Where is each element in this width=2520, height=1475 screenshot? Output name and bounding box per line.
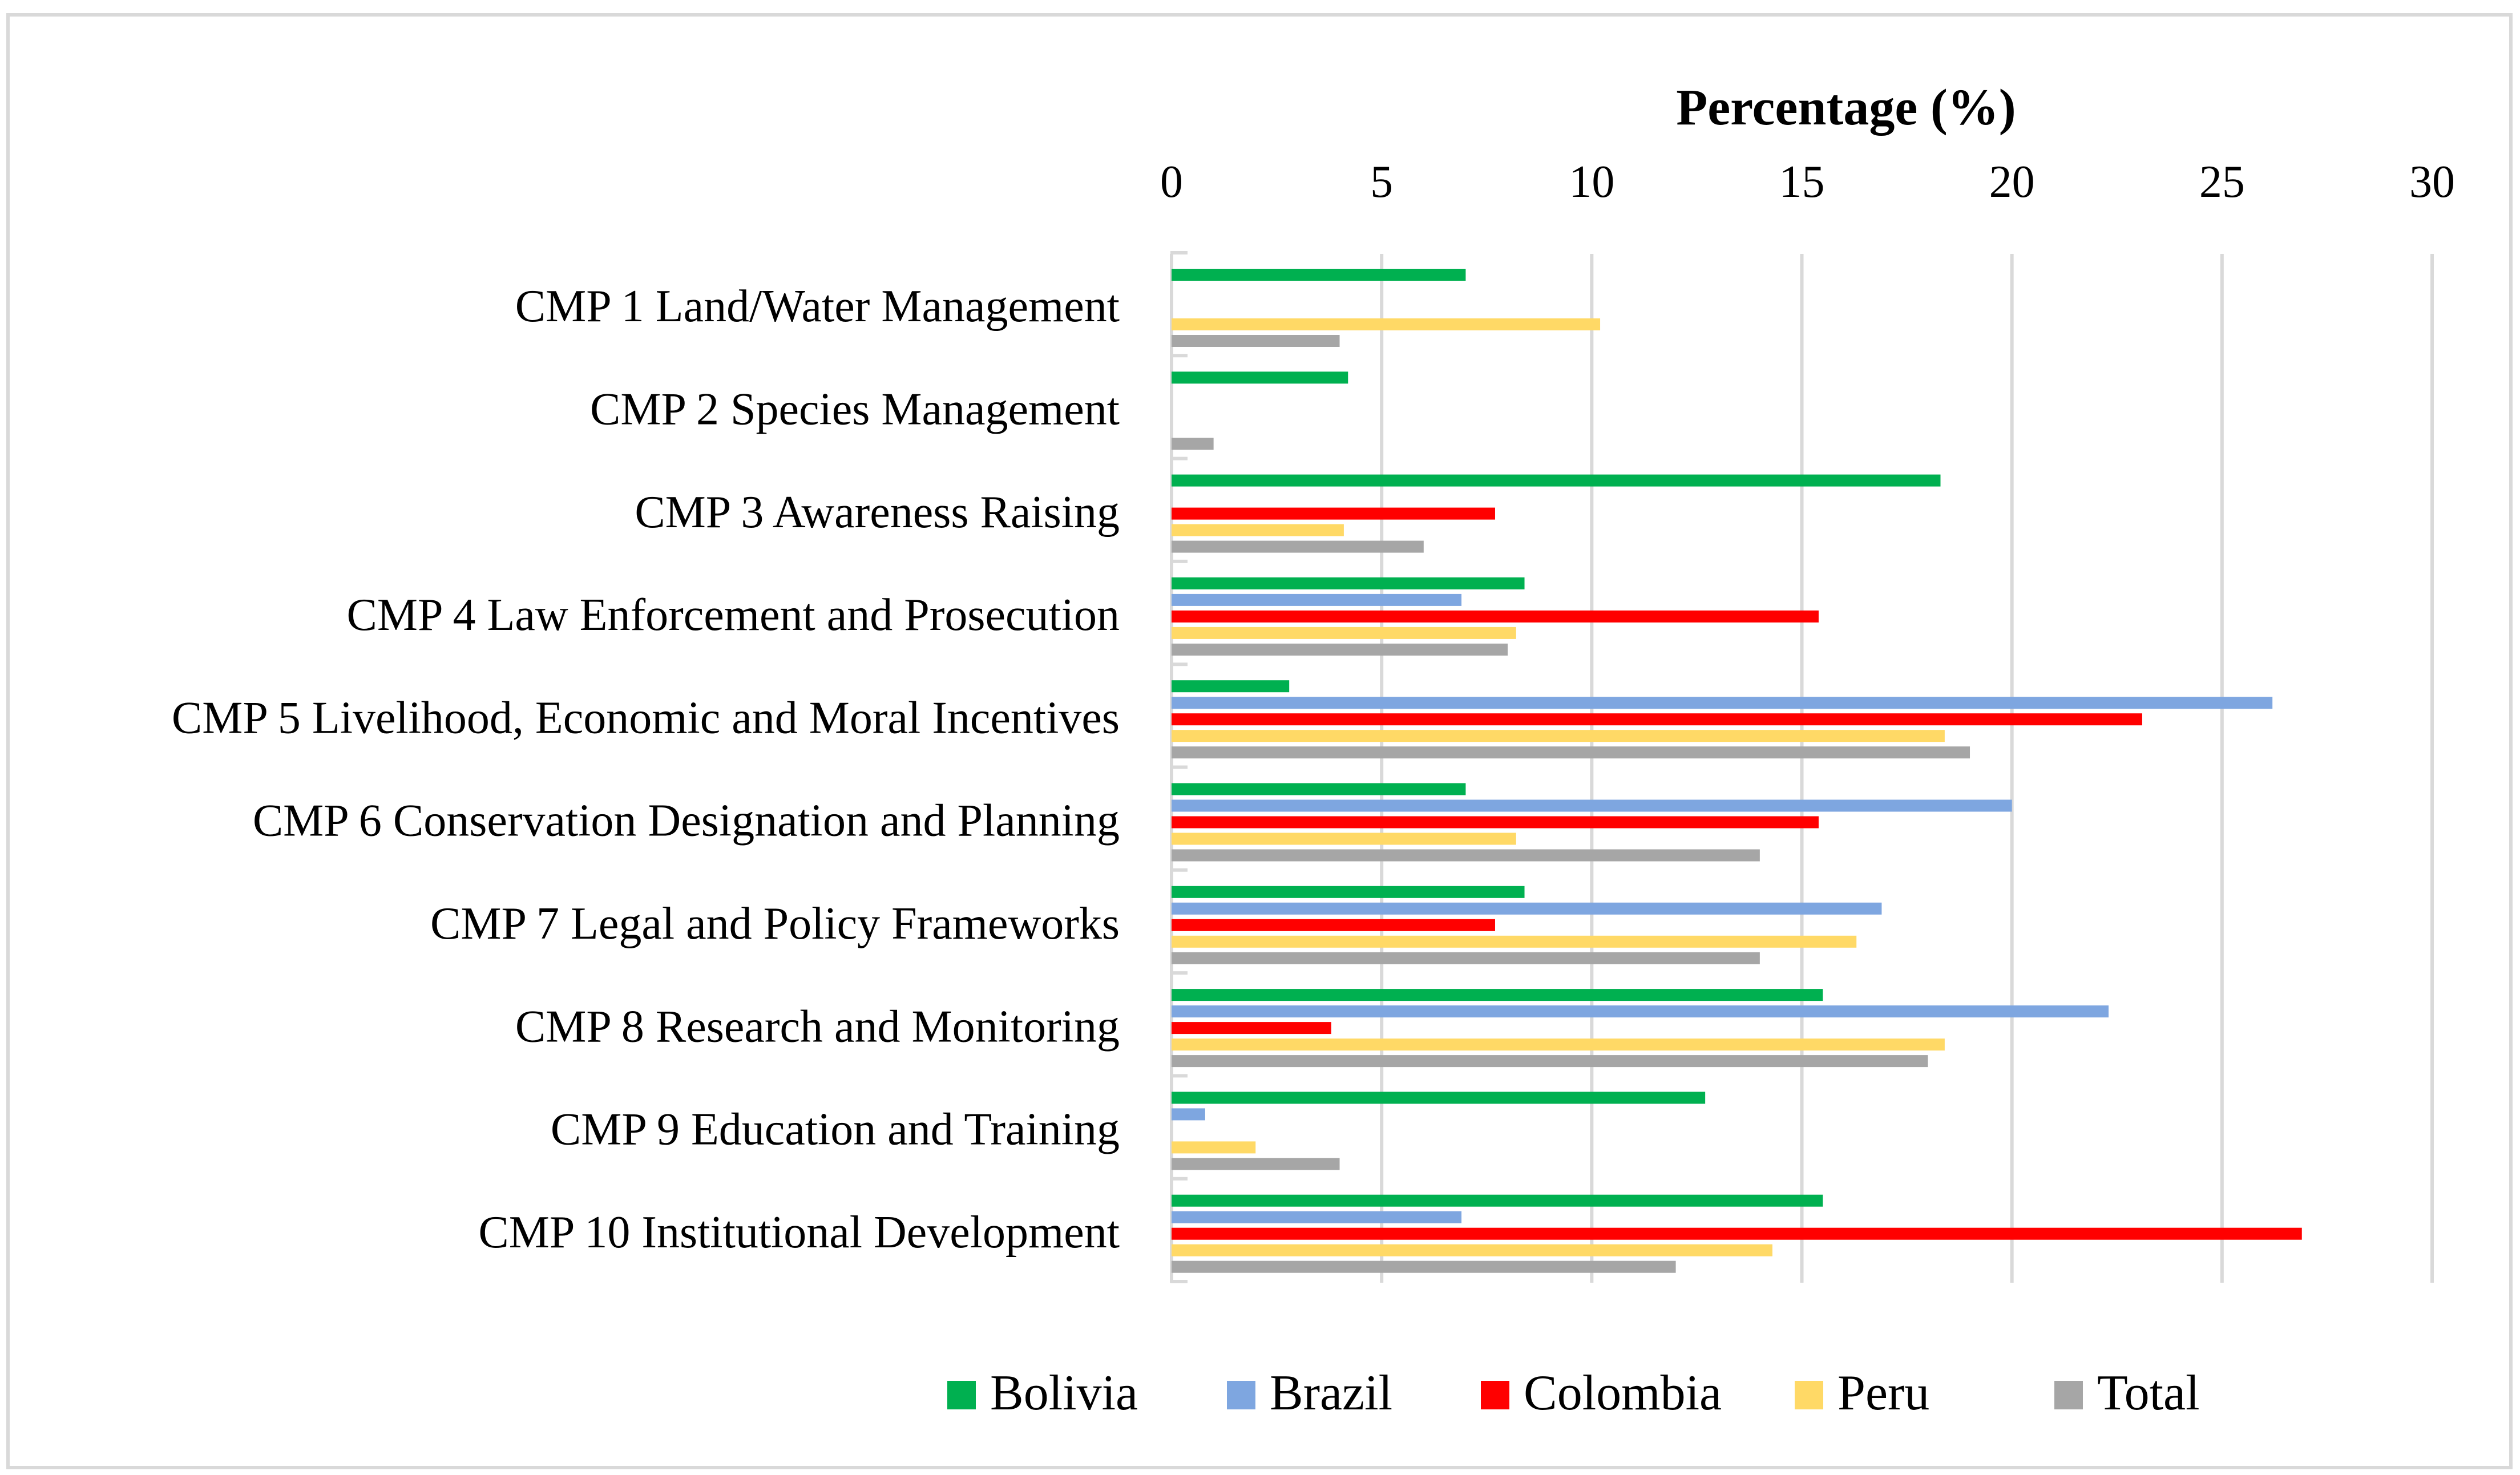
- bar-peru: [1172, 833, 1516, 845]
- bar-bolivia: [1172, 680, 1290, 693]
- bar-bolivia: [1172, 577, 1525, 589]
- bar-total: [1172, 643, 1508, 656]
- x-tick-label: 5: [1370, 157, 1393, 207]
- bar-total: [1172, 540, 1424, 553]
- bar-total: [1172, 849, 1760, 862]
- bar-colombia: [1172, 919, 1495, 931]
- bar-bolivia: [1172, 269, 1466, 281]
- legend-swatch-bolivia: [947, 1381, 976, 1409]
- bar-peru: [1172, 524, 1344, 536]
- bar-total: [1172, 438, 1214, 450]
- legend-swatch-total: [2054, 1381, 2083, 1409]
- category-label: CMP 9 Education and Training: [551, 1105, 1120, 1155]
- bar-peru: [1172, 730, 1945, 742]
- bar-bolivia: [1172, 1092, 1706, 1104]
- bar-peru: [1172, 627, 1516, 639]
- bar-brazil: [1172, 799, 2012, 812]
- bar-peru: [1172, 318, 1601, 330]
- bar-colombia: [1172, 610, 1819, 623]
- legend-label-total: Total: [2097, 1365, 2200, 1421]
- bar-bolivia: [1172, 886, 1525, 898]
- x-tick-labels: 0 5 10 15 20 25 30: [1160, 157, 2455, 207]
- x-tick-label: 20: [1989, 157, 2035, 207]
- bar-total: [1172, 1055, 1928, 1068]
- category-label: CMP 10 Institutional Development: [478, 1207, 1120, 1258]
- bar-colombia: [1172, 507, 1495, 520]
- category-label: CMP 8 Research and Monitoring: [515, 1001, 1120, 1052]
- legend-label-bolivia: Bolivia: [990, 1365, 1138, 1421]
- legend-swatch-peru: [1795, 1381, 1823, 1409]
- category-label: CMP 5 Livelihood, Economic and Moral Inc…: [172, 693, 1120, 743]
- bar-bolivia: [1172, 783, 1466, 795]
- legend-label-brazil: Brazil: [1270, 1365, 1392, 1421]
- category-labels: CMP 1 Land/Water Management CMP 2 Species…: [172, 281, 1120, 1258]
- bar-total: [1172, 1260, 1676, 1273]
- category-label: CMP 1 Land/Water Management: [515, 281, 1120, 332]
- bar-bolivia: [1172, 1194, 1823, 1207]
- bar-peru: [1172, 1244, 1772, 1256]
- bar-total: [1172, 1158, 1340, 1170]
- axis-title: Percentage (%): [1676, 79, 2016, 136]
- legend-swatch-colombia: [1481, 1381, 1509, 1409]
- category-label: CMP 6 Conservation Designation and Plann…: [253, 796, 1120, 846]
- bar-colombia: [1172, 1022, 1331, 1034]
- bar-total: [1172, 746, 1970, 759]
- bar-brazil: [1172, 902, 1882, 915]
- x-tick-label: 30: [2409, 157, 2455, 207]
- bar-peru: [1172, 1141, 1256, 1154]
- x-tick-label: 10: [1569, 157, 1614, 207]
- bar-bolivia: [1172, 989, 1823, 1001]
- bar-brazil: [1172, 697, 2273, 709]
- category-label: CMP 3 Awareness Raising: [635, 487, 1120, 538]
- category-label: CMP 7 Legal and Policy Frameworks: [430, 899, 1120, 949]
- bar-brazil: [1172, 593, 1462, 606]
- bar-bolivia: [1172, 474, 1941, 487]
- bar-bolivia: [1172, 371, 1348, 384]
- legend-label-colombia: Colombia: [1524, 1365, 1722, 1421]
- legend: Bolivia Brazil Colombia Peru Total: [947, 1365, 2200, 1421]
- x-tick-label: 25: [2199, 157, 2245, 207]
- category-label: CMP 4 Law Enforcement and Prosecution: [346, 590, 1120, 640]
- bar-peru: [1172, 935, 1857, 948]
- x-tick-label: 15: [1779, 157, 1825, 207]
- bar-colombia: [1172, 1227, 2302, 1240]
- bar-brazil: [1172, 1211, 1462, 1223]
- bar-colombia: [1172, 713, 2142, 726]
- bar-total: [1172, 952, 1760, 964]
- x-tick-label: 0: [1160, 157, 1183, 207]
- bar-brazil: [1172, 1005, 2109, 1018]
- bar-peru: [1172, 1038, 1945, 1051]
- bar-colombia: [1172, 816, 1819, 829]
- bars: [1172, 269, 2302, 1273]
- bar-brazil: [1172, 1108, 1205, 1121]
- category-label: CMP 2 Species Management: [590, 384, 1120, 434]
- legend-swatch-brazil: [1227, 1381, 1255, 1409]
- legend-label-peru: Peru: [1838, 1365, 1929, 1421]
- bar-total: [1172, 335, 1340, 347]
